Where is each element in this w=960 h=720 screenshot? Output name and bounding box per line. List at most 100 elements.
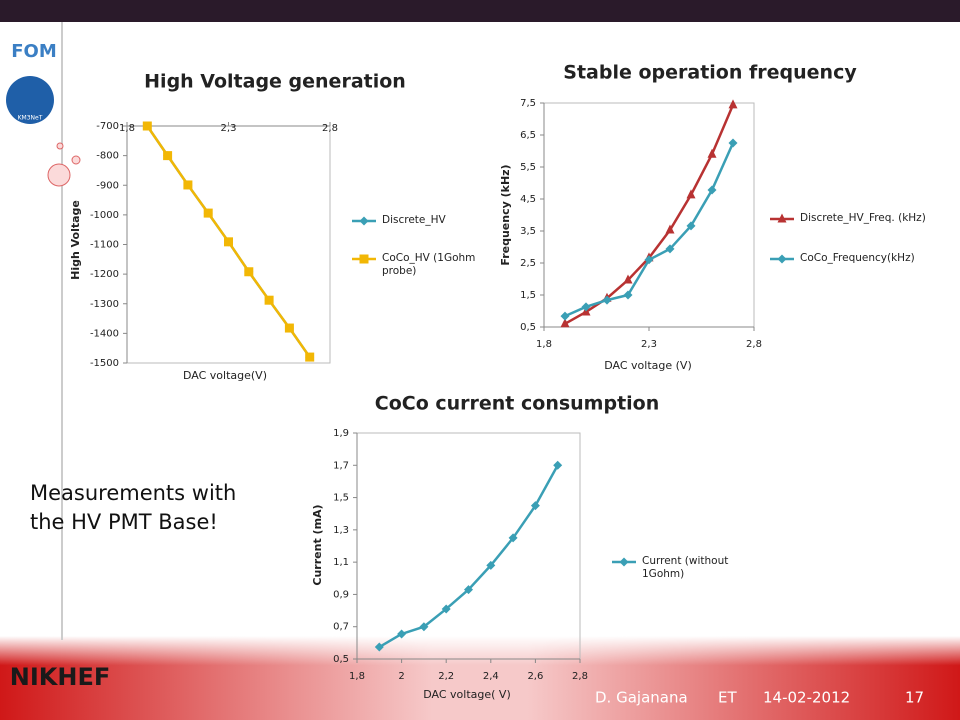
marker [464, 585, 473, 595]
legend-label: Current (without 1Gohm) [642, 555, 729, 580]
y-tick-label: 3,5 [520, 226, 536, 237]
marker [244, 267, 254, 277]
note-line: Measurements with [30, 481, 236, 505]
note-line: the HV PMT Base! [30, 510, 218, 534]
legend-label: CoCo_Frequency(kHz) [800, 252, 915, 264]
marker [419, 622, 429, 632]
y-axis-title: Current (mA) [311, 504, 324, 585]
x-tick-label: 2,3 [641, 339, 657, 350]
legend-label: Discrete_HV [382, 214, 446, 226]
x-tick-label: 2,8 [572, 671, 588, 682]
logo-km3net: KM3NeT [18, 115, 43, 122]
legend-marker [619, 557, 629, 567]
marker [686, 221, 696, 231]
footer-page: 17 [905, 689, 924, 707]
marker [707, 185, 717, 195]
marker [441, 604, 451, 614]
x-tick-label: 1,8 [119, 123, 135, 134]
marker [644, 255, 654, 265]
x-tick-label: 2,8 [322, 123, 338, 134]
y-tick-label: -1500 [90, 358, 119, 369]
marker [581, 302, 591, 312]
chart-title: Stable operation frequency [563, 62, 857, 84]
marker [305, 352, 315, 362]
y-tick-label: 0,5 [520, 322, 536, 333]
marker [374, 642, 384, 652]
header-strip [0, 0, 960, 22]
marker [686, 189, 696, 199]
legend-marker [359, 254, 369, 264]
marker [264, 295, 274, 305]
marker [665, 244, 675, 254]
y-tick-label: 5,5 [520, 162, 536, 173]
legend-marker [777, 213, 787, 223]
marker [623, 290, 633, 300]
legend-label: CoCo_HV (1Gohm probe) [382, 252, 476, 277]
x-tick-label: 2,3 [221, 123, 237, 134]
x-tick-label: 2,6 [527, 671, 543, 682]
x-axis-title: DAC voltage( V) [423, 688, 511, 701]
logo-badge [6, 76, 54, 124]
marker [163, 151, 173, 161]
footer-event: ET [718, 689, 737, 707]
x-axis-title: DAC voltage (V) [604, 359, 692, 372]
marker [397, 629, 407, 639]
marker [530, 501, 540, 511]
marker [728, 138, 738, 148]
y-tick-label: -1300 [90, 299, 119, 310]
x-axis-title: DAC voltage(V) [183, 369, 267, 382]
y-tick-label: 1,5 [333, 493, 349, 504]
y-tick-label: 1,3 [333, 525, 349, 536]
y-tick-label: 1,5 [520, 290, 536, 301]
series-line [564, 142, 735, 318]
y-tick-label: -700 [96, 121, 119, 132]
chart-title: High Voltage generation [144, 71, 406, 93]
bubble [47, 163, 71, 187]
footer-fade [0, 636, 960, 720]
legend-marker [359, 216, 369, 226]
plot-frame [543, 102, 755, 328]
footer-date: 14-02-2012 [763, 689, 850, 707]
y-tick-label: 6,5 [520, 130, 536, 141]
footer-author: D. Gajanana [595, 689, 688, 707]
y-tick-label: 0,5 [333, 654, 349, 665]
marker [224, 237, 233, 247]
y-tick-label: -800 [96, 151, 119, 162]
logo-nikhef: NIKHEF [10, 663, 111, 691]
series-line [564, 104, 735, 325]
marker [560, 311, 570, 321]
marker [728, 99, 738, 109]
y-tick-label: 1,7 [333, 460, 349, 471]
marker [623, 274, 633, 284]
x-tick-label: 2 [398, 671, 404, 682]
y-axis-title: Frequency (kHz) [499, 164, 512, 265]
marker [665, 224, 675, 234]
marker [203, 208, 213, 218]
y-tick-label: -1000 [90, 210, 119, 221]
marker [508, 533, 518, 543]
x-tick-label: 1,8 [536, 339, 552, 350]
x-tick-label: 2,2 [438, 671, 454, 682]
marker [707, 148, 717, 158]
y-tick-label: 1,1 [333, 557, 349, 568]
marker [602, 295, 612, 305]
bubble [71, 155, 81, 165]
y-tick-label: -1200 [90, 269, 119, 280]
chart-title: CoCo current consumption [375, 393, 660, 415]
x-tick-label: 2,8 [746, 339, 762, 350]
y-tick-label: -1400 [90, 328, 119, 339]
series-line [378, 464, 559, 649]
y-tick-label: -1100 [90, 240, 119, 251]
plot-frame [356, 432, 581, 660]
legend-marker [777, 254, 787, 264]
marker [486, 560, 496, 570]
y-tick-label: -900 [96, 180, 119, 191]
marker [553, 460, 563, 470]
logo-fom: FOM [11, 41, 57, 62]
marker [560, 318, 570, 328]
legend-label: Discrete_HV_Freq. (kHz) [800, 212, 926, 224]
bubble [56, 142, 64, 150]
marker [284, 323, 294, 333]
